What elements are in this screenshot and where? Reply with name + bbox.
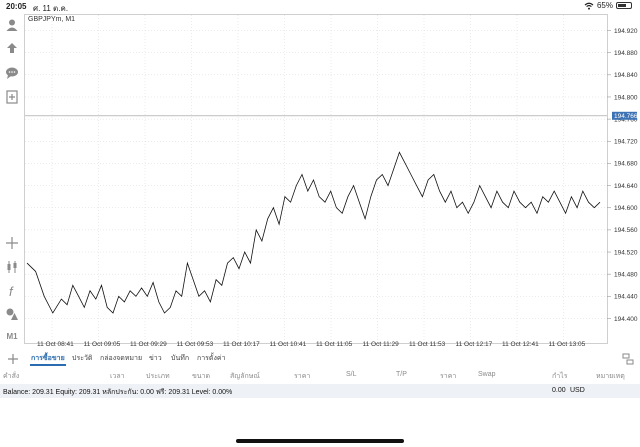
status-date: ศ. 11 ต.ค. bbox=[33, 4, 69, 13]
price-axis-label: 194.760 bbox=[614, 116, 638, 123]
timeframe-m1[interactable]: M1 bbox=[6, 331, 18, 341]
tab-mailbox[interactable]: กล่องจดหมาย bbox=[100, 355, 143, 362]
svg-text:f: f bbox=[9, 284, 14, 298]
col-price-current: ราคา bbox=[440, 373, 457, 380]
time-axis-label: 11 Oct 12:41 bbox=[502, 341, 539, 348]
price-axis-label: 194.600 bbox=[614, 205, 638, 212]
price-axis-label: 194.400 bbox=[614, 316, 638, 323]
price-axis-label: 194.800 bbox=[614, 94, 638, 101]
orders-column-header: คำสั่ง เวลา ประเภท ขนาด สัญลักษณ์ ราคา S… bbox=[0, 369, 640, 383]
col-comment: หมายเหตุ bbox=[596, 373, 625, 380]
wifi-icon bbox=[584, 2, 594, 10]
col-profit: กำไร bbox=[552, 373, 568, 380]
account-currency: USD bbox=[570, 387, 585, 394]
status-indicators: 65% bbox=[584, 1, 632, 10]
time-axis-label: 11 Oct 10:17 bbox=[223, 341, 260, 348]
indicators-icon[interactable]: f bbox=[3, 282, 21, 300]
balance-summary: Balance: 209.31 Equity: 209.31 หลักประกั… bbox=[3, 389, 233, 396]
new-order-icon[interactable] bbox=[3, 88, 21, 106]
battery-icon bbox=[616, 2, 632, 9]
time-axis-label: 11 Oct 09:05 bbox=[84, 341, 121, 348]
chat-icon[interactable] bbox=[3, 64, 21, 82]
time-axis-label: 11 Oct 11:29 bbox=[363, 341, 400, 348]
time-axis-label: 11 Oct 13:05 bbox=[549, 341, 586, 348]
time-axis-label: 11 Oct 12:17 bbox=[456, 341, 493, 348]
chart-symbol-label: GBPJPYm, M1 bbox=[28, 16, 76, 23]
candlestick-icon[interactable] bbox=[3, 258, 21, 276]
price-line bbox=[26, 151, 601, 314]
current-price-tag bbox=[612, 111, 637, 120]
objects-icon[interactable] bbox=[3, 305, 21, 323]
add-icon[interactable] bbox=[4, 350, 22, 368]
time-axis-label: 11 Oct 11:05 bbox=[316, 341, 353, 348]
terminal-tabs: การซื้อขาย ประวัติ กล่องจดหมาย ข่าว บันท… bbox=[0, 349, 640, 367]
col-symbol: สัญลักษณ์ bbox=[230, 373, 260, 380]
col-sl: S/L bbox=[346, 371, 357, 378]
col-type: ประเภท bbox=[146, 373, 170, 380]
time-axis-label: 11 Oct 08:41 bbox=[37, 341, 74, 348]
time-axis-label: 11 Oct 11:53 bbox=[409, 341, 446, 348]
price-axis-label: 194.480 bbox=[614, 271, 638, 278]
tab-settings[interactable]: การตั้งค่า bbox=[197, 355, 226, 362]
left-toolbar: f M1 bbox=[0, 14, 24, 344]
total-profit: 0.00 bbox=[552, 387, 566, 394]
account-icon[interactable] bbox=[3, 16, 21, 34]
price-axis-label: 194.840 bbox=[614, 72, 638, 79]
time-axis-label: 11 Oct 09:53 bbox=[177, 341, 214, 348]
active-tab-indicator bbox=[30, 364, 66, 366]
price-axis-label: 194.440 bbox=[614, 294, 638, 301]
tab-trade[interactable]: การซื้อขาย bbox=[31, 355, 65, 362]
status-time: 20:05 bbox=[6, 2, 27, 11]
tab-history[interactable]: ประวัติ bbox=[72, 355, 93, 362]
price-axis-label: 194.560 bbox=[614, 227, 638, 234]
col-swap: Swap bbox=[478, 371, 496, 378]
col-order: คำสั่ง bbox=[3, 373, 20, 380]
col-time: เวลา bbox=[110, 373, 125, 380]
price-axis-label: 194.720 bbox=[614, 139, 638, 146]
time-axis-label: 11 Oct 09:29 bbox=[130, 341, 167, 348]
trade-icon[interactable] bbox=[3, 40, 21, 58]
price-axis-label: 194.680 bbox=[614, 161, 638, 168]
col-size: ขนาด bbox=[192, 373, 211, 380]
tab-news[interactable]: ข่าว bbox=[149, 355, 162, 362]
account-summary: Balance: 209.31 Equity: 209.31 หลักประกั… bbox=[0, 384, 640, 398]
col-tp: T/P bbox=[396, 371, 407, 378]
time-axis-label: 11 Oct 10:41 bbox=[270, 341, 307, 348]
home-indicator bbox=[236, 439, 404, 443]
price-axis-label: 194.880 bbox=[614, 50, 638, 57]
current-price-label: 194.766 bbox=[614, 113, 638, 120]
price-axis-label: 194.520 bbox=[614, 249, 638, 256]
crosshair-icon[interactable] bbox=[3, 234, 21, 252]
price-axis-label: 194.640 bbox=[614, 183, 638, 190]
col-price: ราคา bbox=[294, 373, 311, 380]
battery-percent: 65% bbox=[596, 1, 613, 10]
tab-journal[interactable]: บันทึก bbox=[171, 355, 190, 362]
layout-icon[interactable] bbox=[619, 350, 637, 368]
price-axis-label: 194.920 bbox=[614, 28, 638, 35]
status-bar: 20:05 ศ. 11 ต.ค. 65% bbox=[0, 0, 640, 14]
price-chart[interactable] bbox=[24, 14, 608, 344]
